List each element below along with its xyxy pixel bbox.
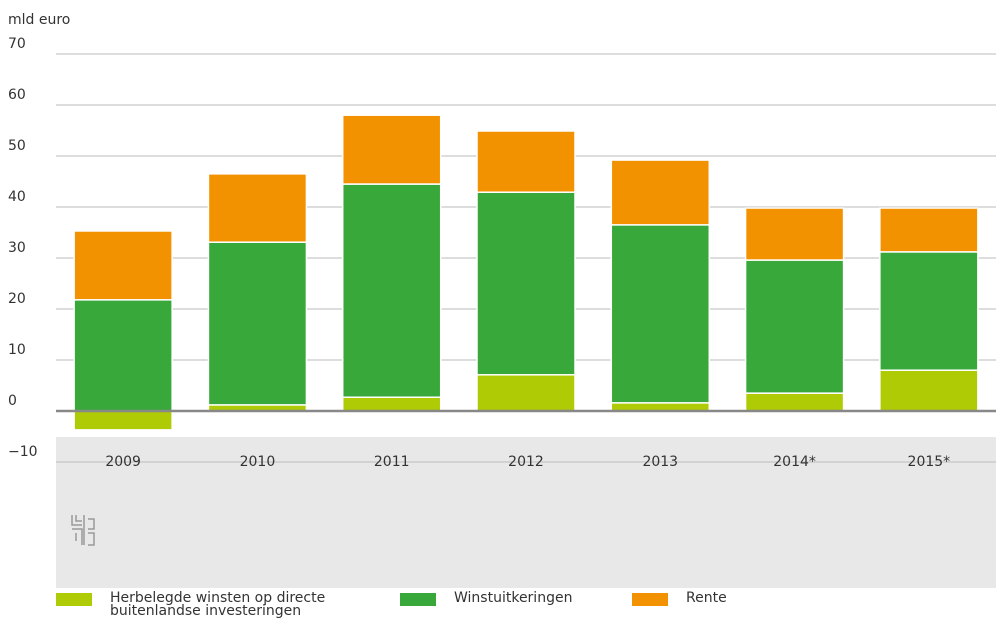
bar-segment — [879, 369, 979, 412]
bar-segment — [744, 259, 845, 394]
legend-label: Rente — [686, 590, 727, 606]
y-axis-label: mld euro — [8, 12, 70, 28]
bar-segment — [879, 207, 979, 253]
legend-item: Rente — [632, 590, 926, 606]
bar-segment — [744, 207, 845, 261]
bar-segment — [744, 392, 845, 412]
y-tick-label: 30 — [8, 240, 26, 256]
legend-swatch — [632, 593, 668, 606]
x-tick-label: 2014* — [773, 454, 816, 470]
y-tick-label: 50 — [8, 138, 26, 154]
legend-item: Winstuitkeringen — [400, 590, 694, 606]
bar-segment — [73, 410, 173, 431]
y-tick-label: 70 — [8, 36, 26, 52]
x-tick-label: 2015* — [908, 454, 951, 470]
legend-label: Winstuitkeringen — [454, 590, 573, 606]
legend-swatch — [400, 593, 436, 606]
bar-segment — [341, 183, 442, 398]
bar-segment — [207, 173, 308, 243]
x-tick-label: 2011 — [374, 454, 410, 470]
chart: mld euro −10 0 10 20 30 40 50 60 70 2009 2010 2011 2… — [8, 12, 996, 588]
bar-segment — [476, 374, 576, 412]
bar-segment — [73, 230, 173, 301]
legend-item: Herbelegde winsten op directe buitenland… — [56, 590, 350, 619]
bar-segment — [73, 299, 173, 412]
x-tick-label: 2009 — [105, 454, 141, 470]
bar-segment — [476, 130, 576, 193]
y-tick-label: 60 — [8, 87, 26, 103]
bar-segment — [341, 396, 442, 412]
bar-segment — [207, 241, 308, 406]
x-tick-label: 2010 — [240, 454, 276, 470]
x-tick-label: 2013 — [642, 454, 678, 470]
y-tick-label: −10 — [8, 444, 38, 460]
legend-label: Herbelegde winsten op directe buitenland… — [110, 590, 326, 619]
y-tick-label: 40 — [8, 189, 26, 205]
legend: Herbelegde winsten op directe buitenland… — [56, 590, 996, 626]
bar-segment — [610, 224, 711, 404]
x-tick-label: 2012 — [508, 454, 544, 470]
y-tick-label: 10 — [8, 342, 26, 358]
bar-segment — [879, 251, 979, 371]
y-tick-label: 0 — [8, 393, 17, 409]
legend-swatch — [56, 593, 92, 606]
bar-segment — [610, 159, 711, 226]
logo — [71, 515, 95, 546]
y-tick-label: 20 — [8, 291, 26, 307]
bar-segment — [476, 191, 576, 376]
bar-segment — [341, 114, 442, 185]
